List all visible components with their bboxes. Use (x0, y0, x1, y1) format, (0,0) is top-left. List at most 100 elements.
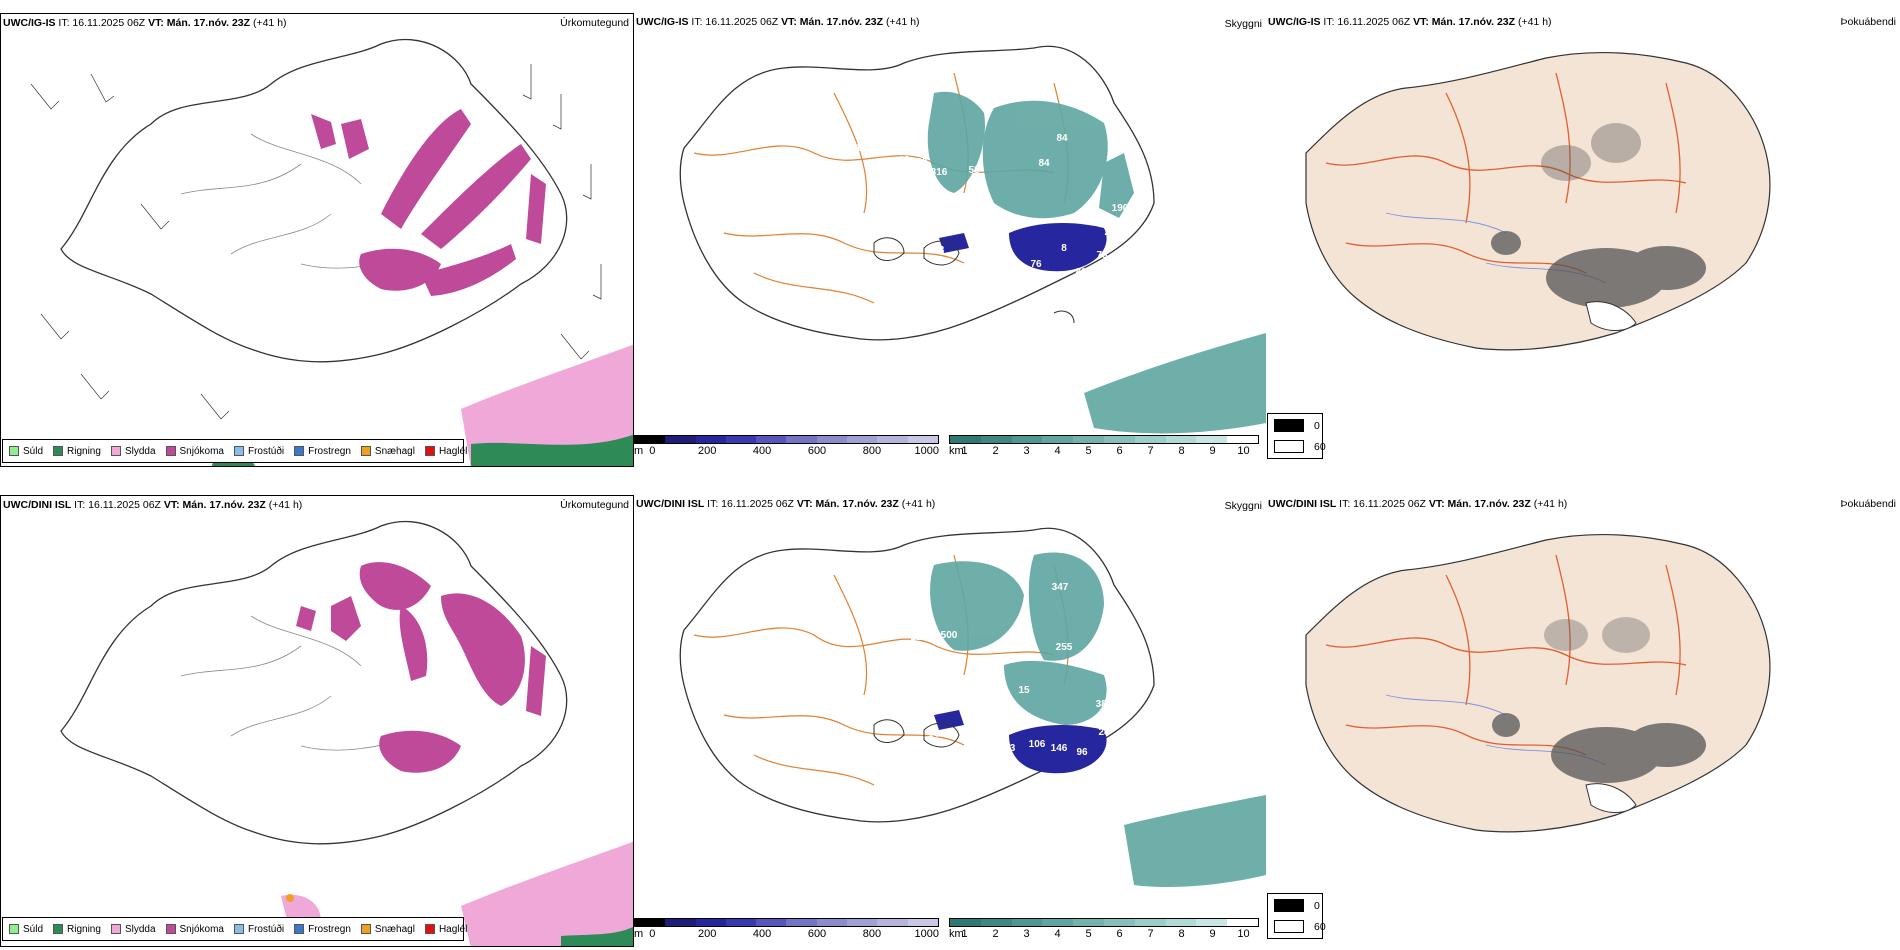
legend-item: Slydda (110, 446, 156, 457)
ceiling-value-label: 313 (928, 187, 945, 198)
precip-type-panel-bottom: UWC/DINI ISL IT: 16.11.2025 06Z VT: Mán.… (0, 495, 634, 947)
legend-label: Rigning (67, 445, 101, 457)
colorbar-cell (695, 436, 726, 443)
colorbar-cell (756, 919, 787, 926)
swatch (294, 446, 305, 456)
legend-label: 0 (1314, 899, 1320, 912)
colorbar-tick-label: 8 (1178, 928, 1185, 940)
swatch (9, 924, 19, 934)
panel-header: UWC/DINI ISL IT: 16.11.2025 06Z VT: Mán.… (3, 499, 302, 511)
valid-time: VT: Mán. 17.nóv. 23Z (148, 17, 251, 29)
iceland-map (1305, 533, 1771, 833)
panel-header: UWC/IG-IS IT: 16.11.2025 06Z VT: Mán. 17… (3, 17, 287, 29)
ceiling-value-label: 106 (1029, 739, 1046, 750)
legend-item: 0 (1274, 419, 1320, 432)
colorbar-cell (907, 436, 938, 443)
colorbar-cells (634, 435, 939, 444)
colorbar-cell (816, 919, 848, 926)
legend-label: 60 (1314, 920, 1326, 933)
swatch (1274, 899, 1304, 912)
init-time: IT: 16.11.2025 06Z (1336, 498, 1429, 510)
colorbar-cell (635, 436, 666, 443)
ceiling-value-label: 255 (1056, 642, 1073, 653)
panel-header: UWC/DINI ISL IT: 16.11.2025 06Z VT: Mán.… (636, 498, 935, 510)
init-time: IT: 16.11.2025 06Z (1320, 16, 1414, 28)
legend-item: Snjókoma (165, 924, 224, 935)
colorbar-tick-label: 4 (1054, 445, 1061, 457)
colorbar-cell (950, 919, 981, 926)
valid-time: VT: Mán. 17.nóv. 23Z (163, 499, 266, 511)
lead-time: (+41 h) (1515, 16, 1552, 28)
colorbar-unit: m (634, 445, 644, 457)
colorbar-tick-label: 1000 (914, 445, 940, 457)
ceiling-value-label: 144 (856, 143, 873, 154)
colorbar-cell (950, 436, 981, 443)
legend-item: 60 (1274, 920, 1326, 933)
ceiling-value-label: 123 (928, 245, 945, 256)
colorbar-cell (877, 436, 908, 443)
iceland-map (1305, 51, 1771, 351)
colorbar-cell (725, 436, 757, 443)
swatch (233, 446, 244, 456)
ceiling-values: 347 226 500 260 255 510 163 15 383 144 11 123 106 146… (911, 582, 1128, 758)
ceiling-value-label: 8 (1061, 243, 1067, 254)
ceiling-value-label: 316 (931, 167, 948, 178)
ceiling-value-label: 80 (1075, 267, 1087, 278)
colorbar-cell (786, 436, 817, 443)
field-name: Skyggni (1224, 500, 1262, 512)
swatch (53, 924, 64, 934)
colorbar-cell (907, 919, 938, 926)
visibility-colorbar: 1 2 3 4 5 6 7 8 9 10 km (949, 435, 1259, 458)
ceiling-value-label: 96 (1076, 747, 1088, 758)
ceiling-colorbar: 0 200 400 600 800 1000 m (634, 435, 939, 458)
colorbar-tick-label: 9 (1209, 445, 1216, 457)
valid-time: VT: Mán. 17.nóv. 23Z (1428, 498, 1531, 510)
colorbar-cell (816, 436, 848, 443)
ceiling-value-label: 22 (1104, 227, 1116, 238)
legend-label: Frostúði (247, 923, 285, 935)
colorbar-cell (665, 919, 696, 926)
visibility-panel-bottom: 347 226 500 260 255 510 163 15 383 144 11 123 106 146… (634, 495, 1266, 950)
colorbar-cells (949, 918, 1259, 927)
colorbar-tick-label: 0 (649, 445, 656, 457)
ceiling-value-label: 200 (911, 157, 928, 168)
legend-item: Súld (9, 446, 43, 457)
legend-item: Snæhagl (360, 445, 415, 457)
model-label: UWC/IG-IS (1268, 16, 1321, 28)
ceiling-value-label: 58 (968, 165, 980, 176)
colorbar-cell (1227, 919, 1258, 926)
colorbar-cell (1227, 436, 1258, 443)
colorbar-cell (665, 436, 696, 443)
ceiling-value-label: 96 (968, 251, 980, 262)
legend-label: Snæhagl (374, 445, 415, 457)
field-name: Þokuábendi (1840, 498, 1896, 510)
legend-item: Haglél (424, 446, 467, 457)
legend-item: Rigning (53, 446, 101, 457)
field-name: Skyggni (1224, 18, 1262, 30)
ceiling-value-label: 201 (888, 143, 905, 154)
lead-time: (+41 h) (898, 498, 936, 510)
legend-item: Haglél (424, 924, 467, 935)
colorbar-cell (1103, 436, 1135, 443)
colorbar-cell (1103, 919, 1135, 926)
swatch (294, 924, 305, 934)
colorbar-unit: m (634, 928, 644, 940)
lead-time: (+41 h) (265, 499, 303, 511)
legend-item: 0 (1274, 899, 1320, 912)
panel-header: UWC/IG-IS IT: 16.11.2025 06Z VT: Mán. 17… (636, 16, 920, 28)
legend-item: Súld (9, 924, 43, 935)
legend-label: 60 (1314, 440, 1326, 453)
colorbar-cell (1196, 919, 1228, 926)
legend-item: Frostregn (294, 924, 351, 935)
legend-label: Frostregn (308, 923, 351, 935)
ceiling-value-label: 76 (1030, 259, 1042, 270)
field-name: Úrkomutegund (560, 17, 629, 29)
legend-label: Frostregn (308, 445, 351, 457)
model-label: UWC/DINI ISL (636, 498, 705, 510)
swatch (110, 924, 121, 934)
colorbar-cells (949, 435, 1259, 444)
colorbar-tick-label: 6 (1116, 928, 1123, 940)
colorbar-cell (635, 919, 666, 926)
colorbar-tick-label: 600 (807, 928, 827, 940)
